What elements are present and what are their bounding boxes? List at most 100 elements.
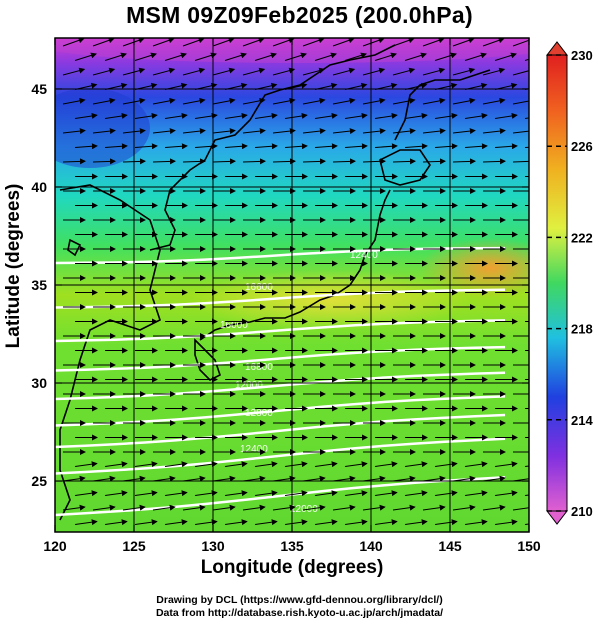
contour-line — [55, 476, 506, 517]
wind-vector — [512, 507, 529, 511]
wind-vector — [392, 504, 416, 511]
wind-vector — [92, 475, 116, 482]
wind-vectors — [62, 38, 529, 526]
y-tick-label: 35 — [31, 277, 47, 293]
wind-vector — [314, 143, 338, 150]
contour-label: 12800 — [245, 408, 273, 419]
wind-vector — [254, 519, 278, 526]
wind-vector — [284, 461, 308, 468]
wind-vector — [314, 52, 337, 61]
wind-vector — [314, 490, 338, 497]
wind-vector — [362, 504, 386, 511]
wind-vector — [62, 158, 86, 165]
wind-vector — [392, 475, 416, 482]
wind-vector — [374, 490, 398, 497]
contour-line — [55, 437, 506, 475]
wind-vector — [482, 475, 506, 482]
wind-vector — [74, 143, 98, 150]
wind-vector — [392, 158, 416, 165]
wind-vector — [332, 504, 356, 511]
wind-vector — [422, 67, 446, 76]
x-tick-label: 120 — [43, 538, 67, 554]
wind-vector — [512, 100, 529, 105]
contour-line — [55, 413, 506, 449]
wind-vector — [152, 504, 176, 511]
wind-vector — [362, 67, 386, 76]
wind-vector — [512, 38, 529, 47]
y-axis-ticks: 25 30 35 40 45 — [31, 81, 529, 489]
wind-vector — [182, 128, 206, 135]
wind-vector — [434, 143, 458, 150]
wind-vector — [464, 112, 488, 119]
wind-vector — [62, 67, 86, 76]
wind-vector — [494, 490, 518, 497]
wind-vector — [302, 38, 325, 47]
x-tick-label: 125 — [122, 538, 146, 554]
wind-vector — [314, 461, 338, 468]
wind-vector — [104, 490, 128, 497]
wind-vector — [152, 38, 175, 47]
y-tick-label: 45 — [31, 81, 47, 97]
wind-vector — [434, 52, 457, 61]
wind-vector — [74, 519, 98, 526]
wind-vector — [212, 504, 236, 511]
wind-vector — [242, 128, 266, 135]
wind-vector — [74, 461, 98, 468]
wind-vector — [62, 97, 86, 105]
wind-vector — [284, 143, 308, 150]
wind-vector — [254, 112, 278, 119]
wind-vector — [362, 97, 386, 105]
contour-label: 16600 — [245, 282, 273, 293]
wind-vector — [92, 38, 115, 47]
wind-vector — [254, 143, 278, 150]
wind-vector — [344, 519, 368, 526]
wind-vector — [404, 52, 427, 61]
wind-vector — [104, 112, 128, 119]
wind-vector — [74, 490, 98, 497]
wind-vector — [284, 490, 308, 497]
contour-label: 12400 — [350, 250, 378, 261]
wind-vector — [92, 97, 116, 105]
wind-vector — [272, 158, 296, 165]
wind-vector — [332, 67, 356, 76]
wind-vector — [452, 475, 476, 482]
wind-vector — [152, 475, 176, 482]
wind-vector — [374, 461, 398, 468]
wind-vector — [512, 130, 529, 134]
wind-vector — [332, 475, 356, 482]
colorbar-tick-label: 214 — [571, 413, 593, 428]
wind-vector — [434, 112, 458, 119]
wind-vector — [62, 38, 85, 47]
wind-vector — [272, 67, 296, 76]
wind-vector — [254, 490, 278, 497]
wind-vector — [482, 128, 506, 135]
y-tick-label: 40 — [31, 179, 47, 195]
x-axis-label: Longitude (degrees) — [200, 557, 384, 578]
wind-vector — [152, 128, 176, 135]
wind-vector — [464, 519, 488, 526]
wind-vector — [494, 112, 518, 119]
wind-vector — [164, 52, 187, 61]
plot-title: MSM 09Z09Feb2025 (200.0hPa) — [126, 2, 473, 28]
contour-line — [55, 395, 506, 427]
wind-vector — [242, 97, 266, 105]
wind-vector — [104, 519, 128, 526]
wind-vector — [224, 461, 248, 468]
wind-vector — [374, 143, 398, 150]
wind-vector — [272, 475, 296, 482]
colorbar-tick-label: 230 — [571, 48, 593, 63]
contour-label: 12000 — [235, 380, 263, 391]
wind-vector — [284, 112, 308, 119]
wind-vector — [452, 504, 476, 511]
wind-vector — [104, 461, 128, 468]
wind-vector — [314, 519, 338, 526]
wind-vector — [272, 128, 296, 135]
wind-vector — [512, 478, 529, 482]
wind-vector — [422, 97, 446, 105]
wind-vector — [272, 38, 295, 47]
x-tick-label: 130 — [201, 538, 225, 554]
wind-vector — [392, 128, 416, 135]
wind-vector — [182, 97, 206, 105]
